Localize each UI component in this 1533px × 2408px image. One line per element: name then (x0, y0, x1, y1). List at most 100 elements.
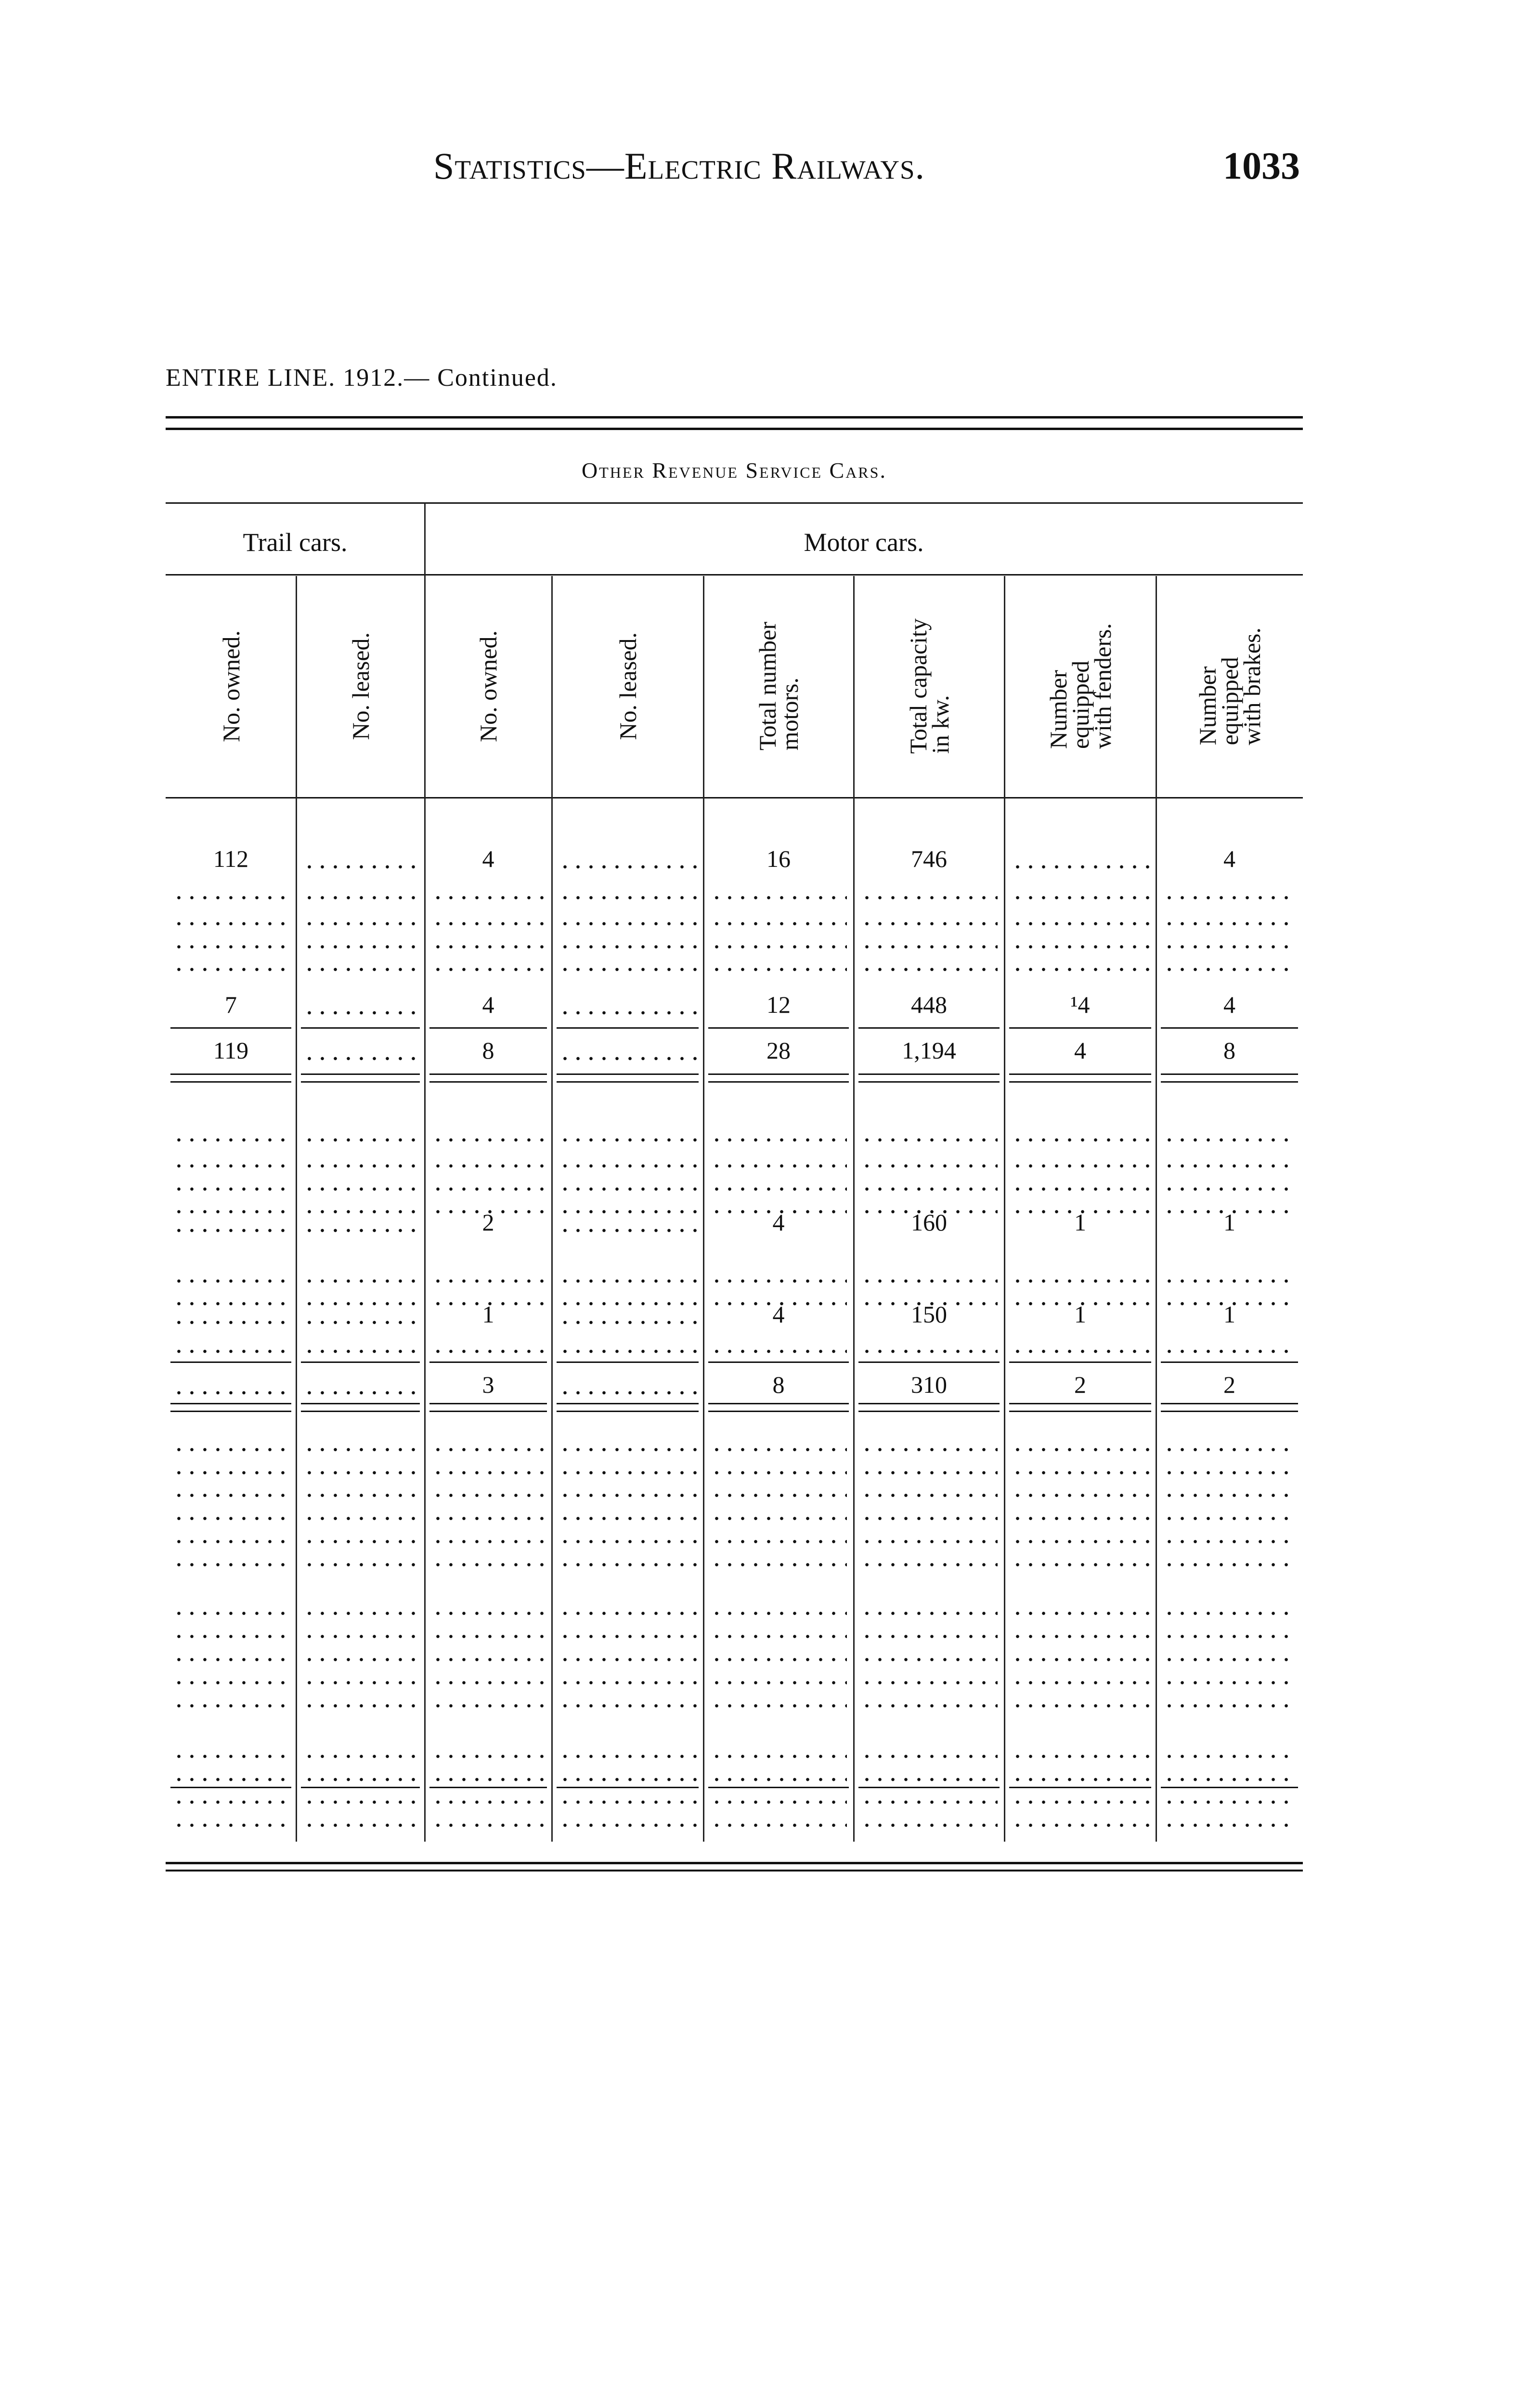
dot-leader (710, 1164, 847, 1168)
column-header-label: No. leased. (347, 632, 374, 740)
dot-leader (710, 1823, 847, 1828)
section-double-rule (1161, 1073, 1298, 1075)
section-double-rule (708, 1081, 849, 1083)
column-divider (551, 576, 553, 1842)
column-header-label: No. leased. (614, 632, 641, 740)
total-rule (301, 1787, 420, 1788)
dot-leader (1163, 1703, 1296, 1708)
dot-leader (1011, 1447, 1149, 1452)
dot-leader (303, 1680, 418, 1685)
dot-leader (172, 895, 289, 900)
dot-leader (559, 895, 697, 900)
section-double-rule (858, 1081, 1000, 1083)
dot-leader (431, 1138, 545, 1142)
dot-leader (1163, 1754, 1296, 1759)
dot-leader (431, 1301, 545, 1306)
section-double-rule (170, 1081, 291, 1083)
dot-leader (303, 1539, 418, 1544)
dot-leader (860, 1562, 998, 1567)
table-cell: 1 (482, 1301, 494, 1328)
section-double-rule (557, 1411, 699, 1412)
dot-leader (1011, 1562, 1149, 1567)
dot-leader (172, 1447, 289, 1452)
column-header: Number equipped with fenders. (1004, 580, 1156, 792)
total-rule (429, 1787, 547, 1788)
table-cell: 150 (911, 1301, 947, 1328)
dot-leader (559, 1164, 697, 1168)
dot-leader (303, 1493, 418, 1498)
dot-leader (1011, 1823, 1149, 1828)
dot-leader (172, 1703, 289, 1708)
dot-leader (303, 967, 418, 972)
dot-leader (559, 1470, 697, 1475)
dot-leader (710, 1657, 847, 1662)
total-cell: 119 (213, 1037, 249, 1064)
running-title: Statistics—Electric Railways. (433, 145, 925, 187)
total-cell: 8 (482, 1037, 494, 1064)
section-double-rule (1009, 1403, 1151, 1404)
total-rule (557, 1027, 699, 1029)
table-cell: 1 (1074, 1301, 1086, 1328)
column-header: Total number motors. (703, 580, 854, 792)
dot-leader (860, 1164, 998, 1168)
dot-leader (303, 921, 418, 926)
dot-leader (303, 1562, 418, 1567)
dot-leader (431, 1470, 545, 1475)
dot-leader (303, 1611, 418, 1616)
dot-leader (860, 1447, 998, 1452)
dot-leader (710, 1279, 847, 1283)
total-rule (557, 1361, 699, 1363)
dot-leader (1011, 1349, 1149, 1354)
dot-leader (1011, 944, 1149, 949)
section-double-rule (1161, 1081, 1298, 1083)
total-cell: 2 (1223, 1371, 1235, 1398)
total-rule (1161, 1027, 1298, 1029)
section-double-rule (858, 1073, 1000, 1075)
dot-leader (303, 1228, 418, 1233)
column-header: No. leased. (552, 580, 703, 792)
total-rule (301, 1361, 420, 1363)
total-rule (170, 1027, 291, 1029)
dot-leader (710, 895, 847, 900)
dot-leader (1011, 1164, 1149, 1168)
table-cell: 4 (1223, 845, 1235, 872)
dot-leader (559, 1447, 697, 1452)
dot-leader (1163, 1447, 1296, 1452)
dot-leader (172, 1611, 289, 1616)
section-double-rule (1009, 1073, 1151, 1075)
dot-leader (1163, 1301, 1296, 1306)
dot-leader (1163, 1800, 1296, 1805)
table-cell: 4 (1223, 991, 1235, 1018)
table-cell: 448 (911, 991, 947, 1018)
column-divider (1004, 576, 1005, 1842)
dot-leader (303, 1056, 418, 1061)
total-rule (1009, 1027, 1151, 1029)
dot-leader (431, 1539, 545, 1544)
dot-leader (559, 1390, 697, 1395)
dot-leader (431, 1349, 545, 1354)
dot-leader (431, 921, 545, 926)
dot-leader (172, 1301, 289, 1306)
dot-leader (303, 1320, 418, 1325)
dot-leader (1163, 1823, 1296, 1828)
dot-leader (303, 1164, 418, 1168)
dot-leader (303, 1010, 418, 1015)
total-rule (301, 1027, 420, 1029)
dot-leader (559, 1823, 697, 1828)
total-rule (858, 1361, 1000, 1363)
dot-leader (559, 921, 697, 926)
dot-leader (710, 1800, 847, 1805)
column-header-label: Number equipped with brakes. (1194, 627, 1265, 746)
column-header: Total capacity in kw. (854, 580, 1004, 792)
column-header-label: Total capacity in kw. (904, 618, 954, 754)
dot-leader (710, 921, 847, 926)
dot-leader (303, 1209, 418, 1214)
dot-leader (1011, 1209, 1149, 1214)
dot-leader (559, 1493, 697, 1498)
dot-leader (710, 1301, 847, 1306)
dot-leader (1011, 1634, 1149, 1639)
total-cell: 310 (911, 1371, 947, 1398)
dot-leader (559, 1562, 697, 1567)
table-cell: 1 (1074, 1209, 1086, 1236)
rule (166, 502, 1303, 504)
